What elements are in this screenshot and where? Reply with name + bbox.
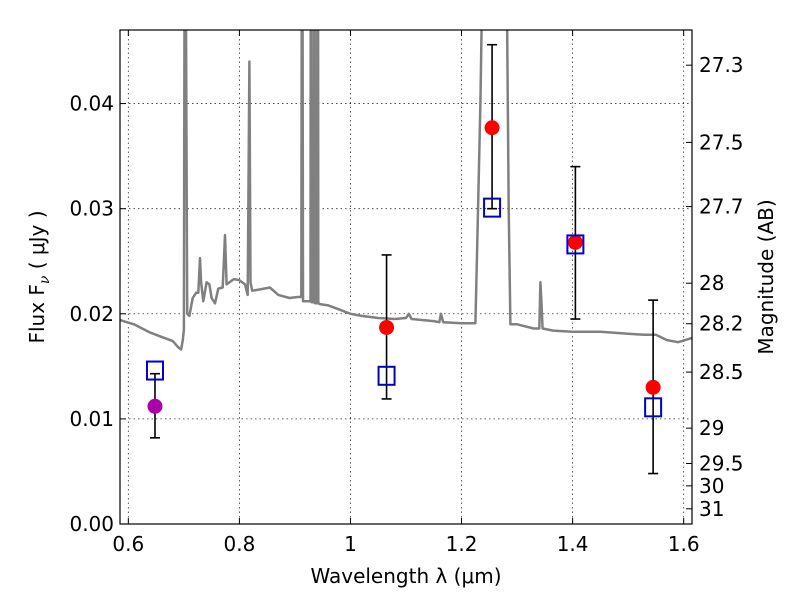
y-axis-label-main: Flux F <box>25 284 49 343</box>
svg-text:Flux Fν ( μJy ): Flux Fν ( μJy ) <box>25 210 53 343</box>
y-axis-label: Flux Fν ( μJy ) <box>25 210 53 343</box>
points-layer <box>145 43 663 475</box>
x-tick-label: 1.6 <box>668 532 700 556</box>
data-layer <box>120 30 692 351</box>
y2-tick-label: 31 <box>699 497 724 521</box>
model-flux-square <box>566 234 585 255</box>
x-tick-label: 0.6 <box>112 532 144 556</box>
x-tick-label: 1.4 <box>557 532 589 556</box>
observed-flux-point <box>147 398 163 414</box>
y2-tick-label: 27.7 <box>699 195 744 219</box>
y-tick-label: 0.02 <box>69 302 114 326</box>
y2-tick-label: 27.5 <box>699 130 744 154</box>
x-tick-label: 0.8 <box>223 532 255 556</box>
y2-axis-label: Magnitude (AB) <box>754 199 778 354</box>
y-tick-label: 0.03 <box>69 197 114 221</box>
observed-flux-point <box>645 379 661 395</box>
x-tick-label: 1.2 <box>446 532 478 556</box>
x-tick-label: 1 <box>344 532 357 556</box>
model-flux-square <box>145 360 164 381</box>
y-tick-label: 0.01 <box>69 407 114 431</box>
y2-tick-label: 30 <box>699 474 724 498</box>
y2-tick-label: 29.5 <box>699 452 744 476</box>
observed-flux-point <box>484 120 500 136</box>
observed-flux-point <box>567 234 583 250</box>
y2-tick-label: 28 <box>699 271 724 295</box>
plot-background <box>120 30 692 524</box>
y2-tick-label: 28.2 <box>699 312 744 336</box>
model-flux-square <box>644 397 663 418</box>
template-spectrum-line <box>120 30 692 351</box>
y-axis-label-unit: ( μJy ) <box>25 210 49 275</box>
y2-tick-label: 29 <box>699 416 724 440</box>
y-tick-label: 0.04 <box>69 92 114 116</box>
model-flux-square <box>377 365 396 386</box>
plot-frame <box>119 29 693 525</box>
observed-flux-point <box>379 319 395 335</box>
axes: 0.6 0.8 1 1.2 1.4 1.6 0.00 0.01 0.02 0.03 0.04 27.3… <box>69 30 744 556</box>
y2-tick-label: 27.3 <box>699 53 744 77</box>
model-flux-square <box>483 197 502 218</box>
y-axis-label-subscript: ν <box>37 275 53 284</box>
y-tick-label: 0.00 <box>69 512 114 536</box>
x-axis-label: Wavelength λ (μm) <box>310 564 501 588</box>
y2-tick-label: 28.5 <box>699 360 744 384</box>
